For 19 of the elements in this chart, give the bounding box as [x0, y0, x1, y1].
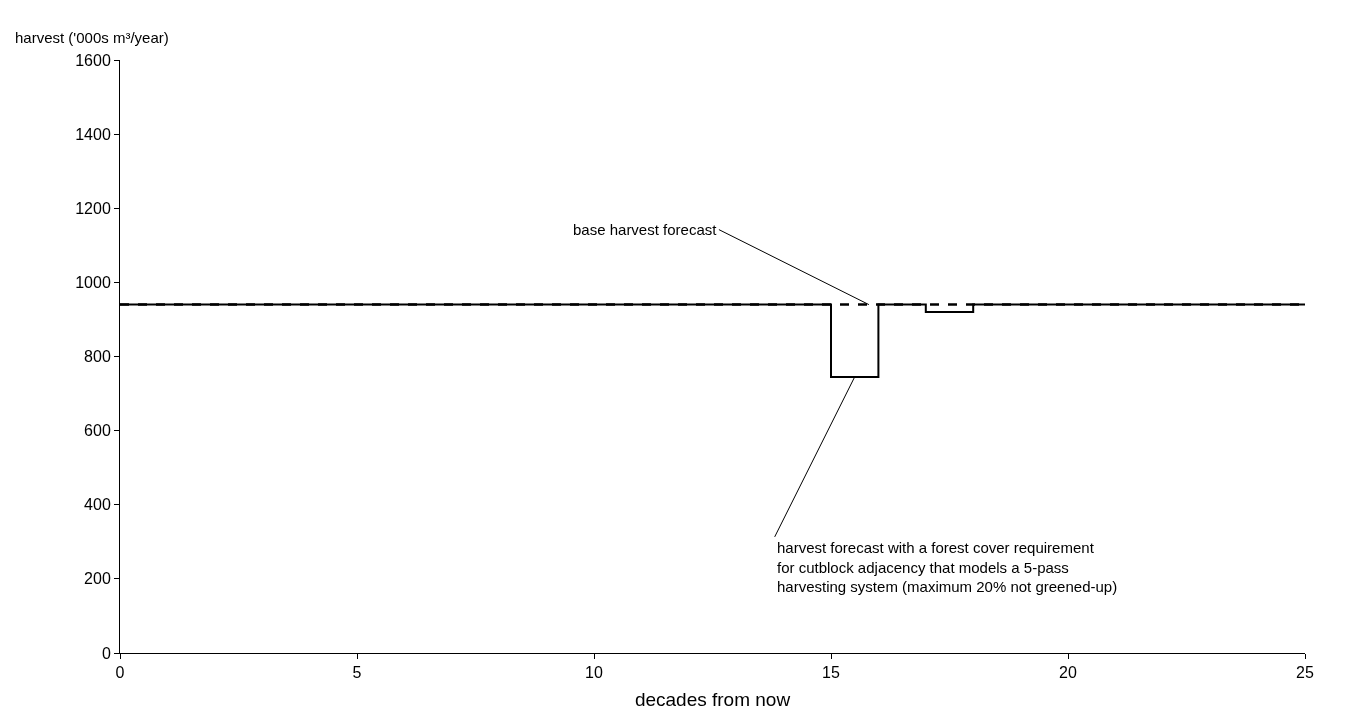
x-tick-label: 15 — [822, 664, 840, 682]
y-tick-label: 800 — [84, 348, 111, 366]
y-tick-label: 600 — [84, 422, 111, 440]
x-tick-label: 25 — [1296, 664, 1314, 682]
y-tick-label: 1200 — [75, 199, 111, 217]
annotation: base harvest forecast — [573, 221, 718, 238]
x-tick-label: 20 — [1059, 664, 1077, 682]
y-tick-label: 400 — [84, 496, 111, 514]
x-axis-title: decades from now — [634, 689, 791, 710]
y-tick-label: 1600 — [75, 51, 111, 69]
x-tick-label: 5 — [352, 664, 362, 682]
y-tick-label: 1400 — [75, 125, 111, 143]
x-tick-label: 10 — [585, 664, 603, 682]
y-tick-label: 0 — [101, 644, 111, 662]
y-tick-label: 1000 — [75, 273, 111, 291]
annotation: harvest forecast with a forest cover requirement for cutblock adjacency that models a 5-pass harvesting system (maximum 20% not greened-up) — [777, 539, 1118, 595]
x-tick-label: 0 — [115, 664, 125, 682]
y-tick-label: 200 — [84, 570, 111, 588]
y-axis-title: harvest ('000s m³/year) — [15, 29, 169, 46]
